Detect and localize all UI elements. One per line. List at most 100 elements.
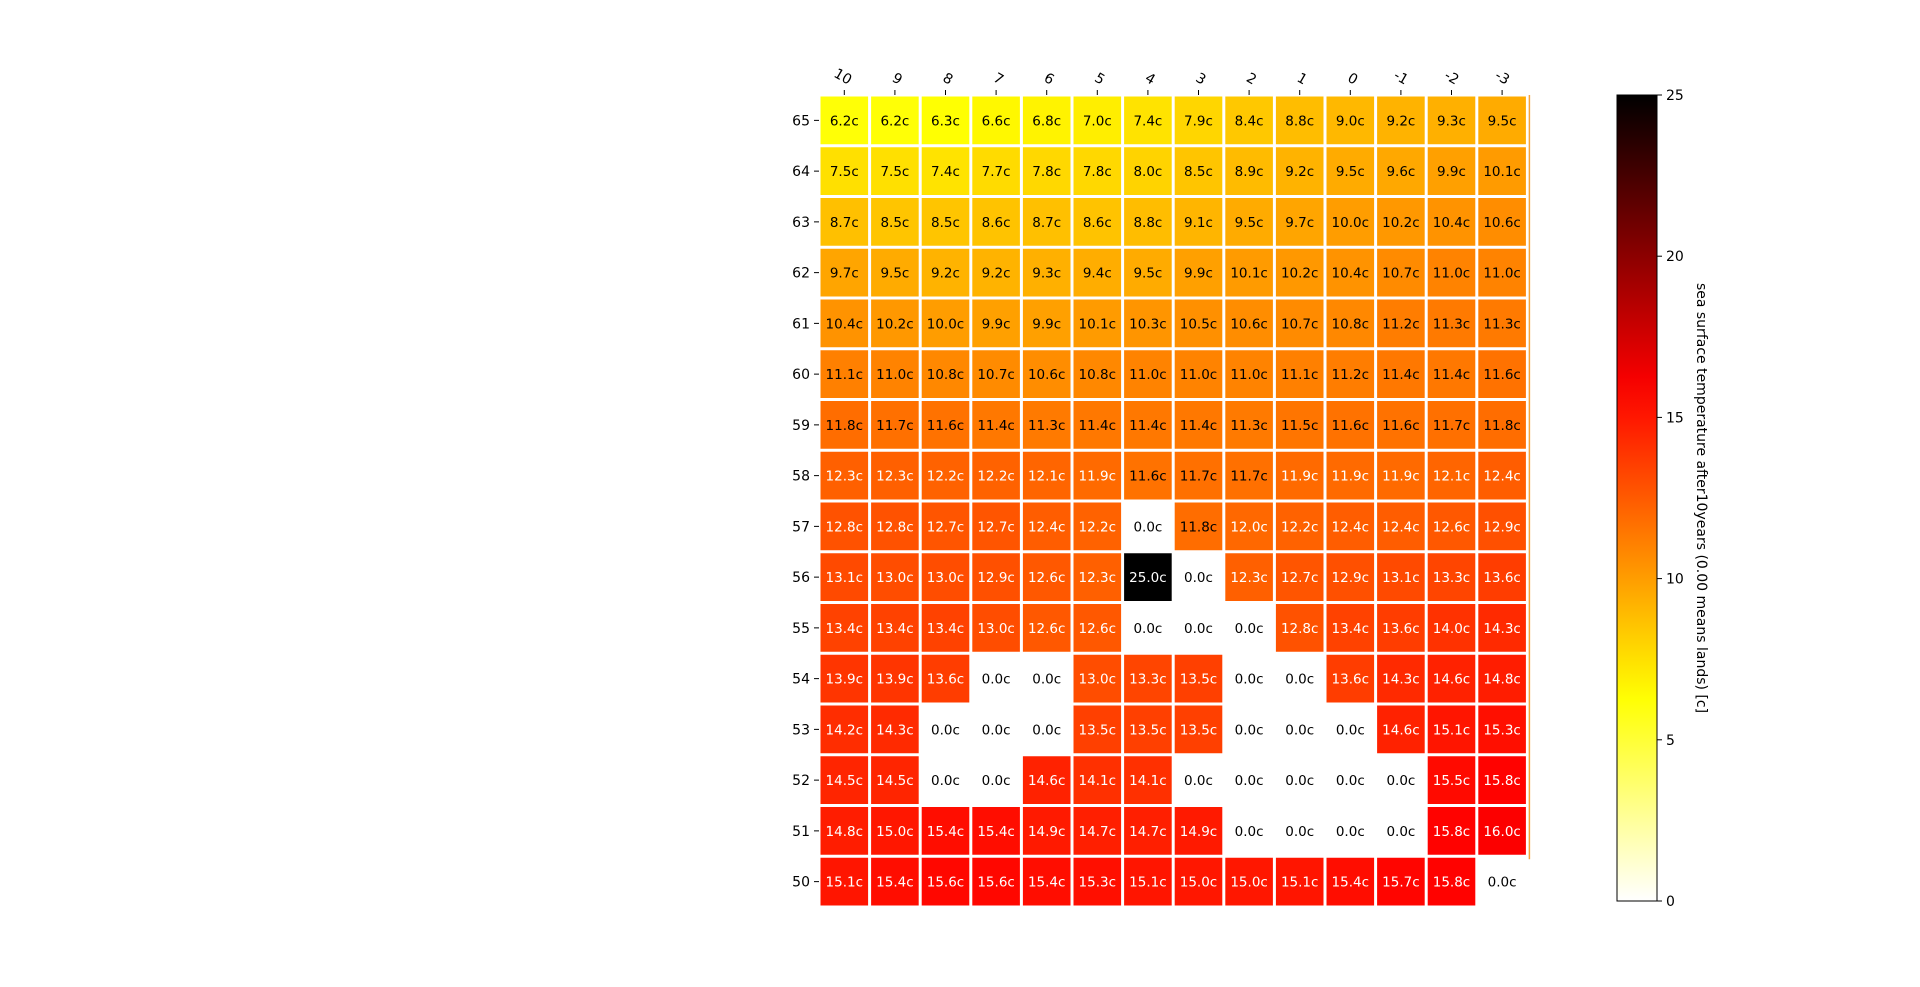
heatmap-cell-61-3 [1174,299,1223,348]
heatmap-cell-64-9 [871,147,919,195]
heatmap-cell-63-10 [820,198,869,246]
heatmap-cell-62-4 [1124,248,1172,297]
heatmap-cell-59-10 [820,401,869,449]
heatmap-cell-57-3 [1174,502,1223,551]
cell-label: 11.0c [876,367,913,383]
cell-label: 8.7c [830,215,859,231]
x-tick-label: 6 [1041,70,1057,88]
cell-label: 7.5c [830,164,859,180]
heatmap-cell-58-6 [1022,451,1071,500]
cell-label: 15.4c [977,824,1014,840]
heatmap-cell-56-6 [1022,553,1071,601]
cell-label: 7.9c [1184,113,1213,129]
heatmap-cell-50-0 [1326,857,1375,906]
cell-label: 14.8c [826,824,863,840]
colorbar-label: sea surface temperature after10years (0.… [1693,283,1709,713]
heatmap-cell-53-3 [1174,705,1223,754]
heatmap-cell-52-8 [921,756,970,804]
cell-label: 0.0c [1386,773,1415,789]
heatmap-cell-53-0 [1326,705,1375,754]
heatmap-cell-63-3 [1174,198,1223,246]
cell-label: 7.8c [1032,164,1061,180]
heatmap-cell-57-9 [871,502,919,551]
heatmap-cell-62-5 [1073,248,1122,297]
heatmap-cell-60-10 [820,350,869,398]
cell-label: 9.5c [1133,266,1162,282]
x-tick-label: 3 [1193,70,1209,88]
cell-label: 13.3c [1129,672,1166,688]
heatmap-cell-59--2 [1427,401,1476,449]
heatmap-cell-50-6 [1022,857,1071,906]
x-tick-label: 4 [1142,70,1158,88]
cell-label: 0.0c [1336,722,1365,738]
heatmap-cell-51-5 [1073,807,1122,855]
heatmap-cell-57-1 [1275,502,1324,551]
colorbar-tick-label: 25 [1666,88,1684,104]
colorbar-tick-label: 20 [1666,249,1684,265]
heatmap-cell-53-4 [1124,705,1172,754]
heatmap-cell-61--1 [1377,299,1425,348]
cell-label: 12.9c [1483,519,1520,535]
heatmap-cell-62-6 [1022,248,1071,297]
heatmap-cell-60-6 [1022,350,1071,398]
heatmap-cell-54-9 [871,654,919,703]
heatmap-cell-52-9 [871,756,919,804]
heatmap-cell-54-3 [1174,654,1223,703]
cell-label: 11.0c [1180,367,1217,383]
heatmap-cell-52--1 [1377,756,1425,804]
cell-label: 11.8c [1180,519,1217,535]
cell-label: 11.3c [1483,316,1520,332]
x-tick-label: -2 [1441,68,1461,89]
heatmap-cell-51-2 [1225,807,1273,855]
x-tick-label: -3 [1492,68,1512,89]
cell-label: 12.3c [876,469,913,485]
heatmap-cell-62-7 [972,248,1020,297]
heatmap-cell-61--2 [1427,299,1476,348]
y-tick-label: 57 [792,519,810,535]
cell-label: 15.8c [1483,773,1520,789]
heatmap-cell-50-2 [1225,857,1273,906]
cell-label: 10.2c [1382,215,1419,231]
heatmap-cell-55-0 [1326,604,1375,652]
cell-label: 0.0c [1386,824,1415,840]
heatmap-cell-56--3 [1478,553,1526,601]
heatmap-cell-51--1 [1377,807,1425,855]
colorbar [1616,94,1658,902]
cell-label: 11.0c [1433,266,1470,282]
heatmap-cell-60-5 [1073,350,1122,398]
cell-label: 13.4c [826,621,863,637]
cell-label: 10.3c [1129,316,1166,332]
heatmap-cell-65--2 [1427,96,1476,145]
cell-label: 15.6c [977,875,1014,891]
cell-label: 8.4c [1235,113,1264,129]
heatmap-cell-58--3 [1478,451,1526,500]
heatmap-cell-64--3 [1478,147,1526,195]
cell-label: 13.5c [1129,722,1166,738]
cell-label: 10.1c [1079,316,1116,332]
heatmap-cell-53-6 [1022,705,1071,754]
cell-label: 13.1c [1382,570,1419,586]
cell-label: 11.8c [826,418,863,434]
heatmap-cell-64-3 [1174,147,1223,195]
cell-label: 15.1c [1129,875,1166,891]
cell-label: 0.0c [1184,570,1213,586]
cell-label: 12.8c [876,519,913,535]
heatmap-cell-63-7 [972,198,1020,246]
heatmap-cell-51-9 [871,807,919,855]
cell-label: 10.4c [1433,215,1470,231]
heatmap-cell-61-10 [820,299,869,348]
cell-label: 10.8c [1332,316,1369,332]
cell-label: 0.0c [1488,875,1517,891]
heatmap-cell-63--1 [1377,198,1425,246]
cell-label: 10.5c [1180,316,1217,332]
heatmap-cell-52--3 [1478,756,1526,804]
heatmap-cell-57-0 [1326,502,1375,551]
cell-label: 0.0c [931,722,960,738]
heatmap-cell-55-10 [820,604,869,652]
cell-label: 13.9c [876,672,913,688]
cell-label: 13.1c [826,570,863,586]
cell-label: 0.0c [1285,773,1314,789]
cell-label: 0.0c [1184,621,1213,637]
heatmap-cell-52-0 [1326,756,1375,804]
cell-label: 11.6c [1382,418,1419,434]
